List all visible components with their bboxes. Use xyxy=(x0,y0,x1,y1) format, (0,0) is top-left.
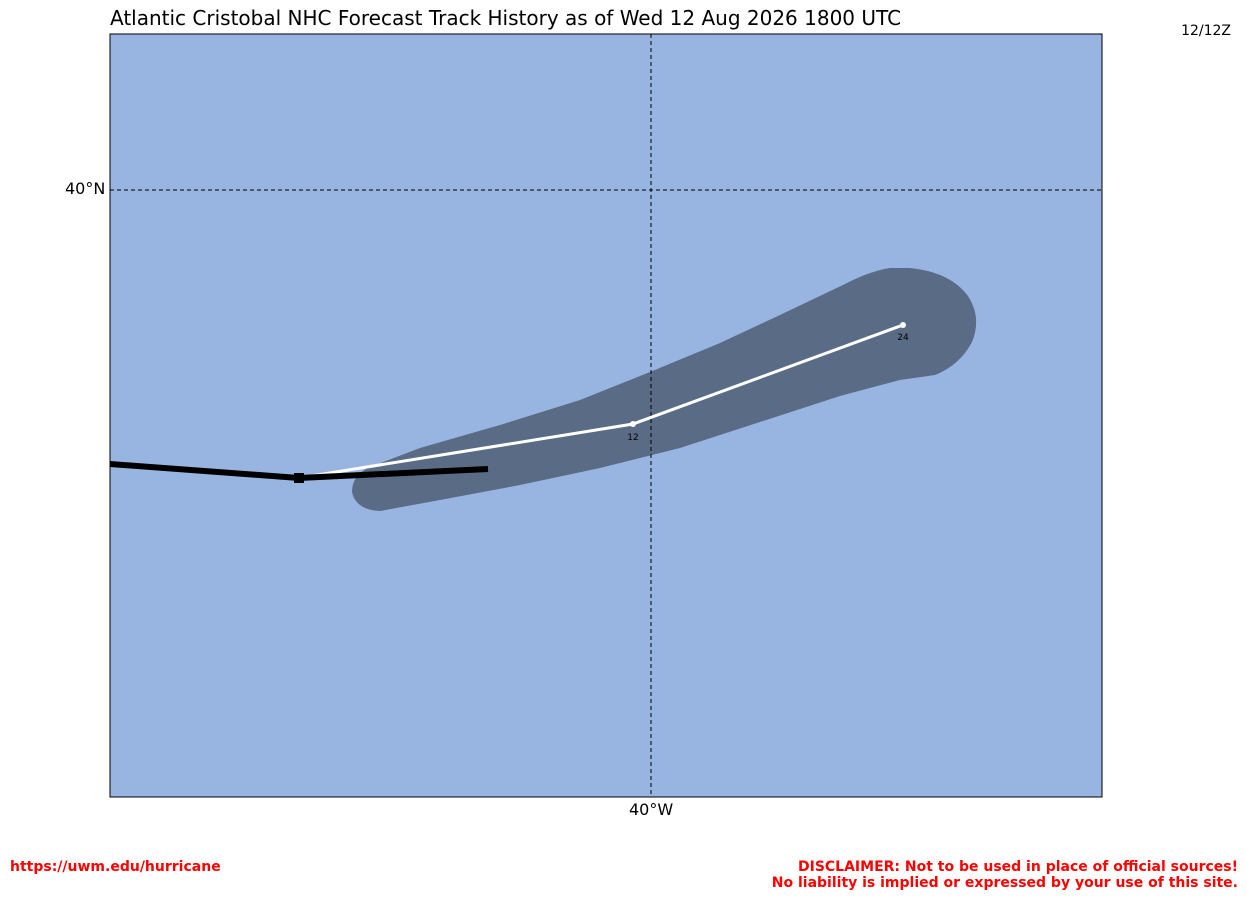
current-position-marker xyxy=(294,473,304,483)
disclaimer-line-2: No liability is implied or expressed by … xyxy=(771,875,1238,891)
timestamp-label: 12/12Z xyxy=(1181,23,1231,39)
prior-forecast-track-line xyxy=(298,466,489,481)
past-track-line xyxy=(109,461,300,481)
forecast-point-24-label: 24 xyxy=(897,333,909,343)
longitude-label: 40°W xyxy=(629,800,674,819)
forecast-point-12-label: 12 xyxy=(627,433,638,443)
disclaimer: DISCLAIMER: Not to be used in place of o… xyxy=(772,859,1238,891)
disclaimer-line-1: DISCLAIMER: Not to be used in place of o… xyxy=(797,859,1238,875)
website-link[interactable]: https://uwm.edu/hurricane xyxy=(10,859,221,875)
latitude-label: 40°N xyxy=(65,179,106,198)
map-frame xyxy=(109,33,1103,798)
forecast-point-12 xyxy=(630,421,636,427)
forecast-cone xyxy=(352,268,977,511)
forecast-point-24 xyxy=(900,322,906,328)
page-title: Atlantic Cristobal NHC Forecast Track Hi… xyxy=(110,6,902,30)
